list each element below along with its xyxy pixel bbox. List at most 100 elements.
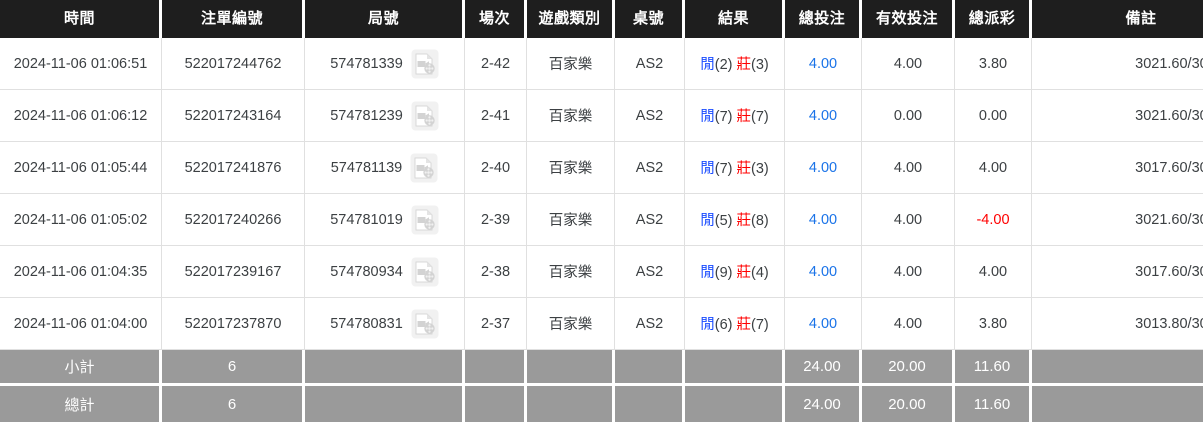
summary-round — [305, 350, 465, 386]
payout-amount: -4.00 — [976, 211, 1010, 228]
cell-time: 2024-11-06 01:04:00 — [0, 298, 162, 350]
result-player-label: 閒 — [700, 57, 715, 73]
column-header-shoe[interactable]: 場次 — [465, 0, 527, 38]
cell-note: 3021.60/3025.40 — [1032, 38, 1203, 90]
cell-total-bet: 4.00 — [785, 38, 862, 90]
cell-round: 574781019 — [305, 194, 465, 246]
cell-result: 閒(5) 莊(8) — [685, 194, 785, 246]
total-bet-amount[interactable]: 4.00 — [808, 159, 838, 176]
column-header-time[interactable]: 時間 — [0, 0, 162, 38]
result-banker-value: (3) — [751, 161, 769, 177]
cell-table-no: AS2 — [615, 90, 685, 142]
cell-shoe: 2-42 — [465, 38, 527, 90]
column-header-total[interactable]: 總投注 — [785, 0, 862, 38]
round-number: 574781019 — [330, 211, 403, 228]
payout-amount: 4.00 — [978, 263, 1008, 280]
column-header-valid[interactable]: 有效投注 — [862, 0, 955, 38]
cell-payout: -4.00 — [955, 194, 1032, 246]
cell-note: 3021.60/3017.60 — [1032, 194, 1203, 246]
summary-game — [527, 386, 615, 422]
cell-result: 閒(7) 莊(3) — [685, 142, 785, 194]
cell-time: 2024-11-06 01:05:44 — [0, 142, 162, 194]
column-header-payout[interactable]: 總派彩 — [955, 0, 1032, 38]
video-icon[interactable] — [411, 101, 439, 131]
cell-shoe: 2-39 — [465, 194, 527, 246]
summary-total: 24.00 — [785, 386, 862, 422]
result-player-label: 閒 — [700, 317, 715, 333]
column-header-result[interactable]: 結果 — [685, 0, 785, 38]
total-bet-amount[interactable]: 4.00 — [808, 315, 838, 332]
result-banker-label: 莊 — [736, 317, 752, 333]
video-icon[interactable] — [410, 153, 438, 183]
video-icon[interactable] — [411, 205, 439, 235]
cell-time: 2024-11-06 01:06:51 — [0, 38, 162, 90]
summary-table — [615, 386, 685, 422]
result-player-value: (6) — [714, 317, 733, 333]
summary-table — [615, 350, 685, 386]
cell-result: 閒(9) 莊(4) — [685, 246, 785, 298]
summary-row: 總計 6 24.00 20.00 11.60 — [0, 386, 1203, 422]
result-player-label: 閒 — [700, 213, 715, 229]
result-player-value: (7) — [714, 161, 733, 177]
result-banker-value: (7) — [751, 317, 769, 333]
total-bet-amount[interactable]: 4.00 — [808, 55, 838, 72]
column-header-note[interactable]: 備註 — [1032, 0, 1203, 38]
cell-table-no: AS2 — [615, 142, 685, 194]
round-number: 574781339 — [330, 55, 403, 72]
video-icon[interactable] — [411, 309, 439, 339]
video-icon[interactable] — [411, 257, 439, 287]
cell-round: 574780934 — [305, 246, 465, 298]
cell-payout: 3.80 — [955, 38, 1032, 90]
total-bet-amount[interactable]: 4.00 — [808, 107, 838, 124]
cell-valid-bet: 4.00 — [862, 38, 955, 90]
summary-shoe — [465, 386, 527, 422]
cell-valid-bet: 4.00 — [862, 194, 955, 246]
header-row: 時間 注單編號 局號 場次 遊戲類別 桌號 結果 總投注 有效投注 總派彩 備註 — [0, 0, 1203, 38]
cell-total-bet: 4.00 — [785, 194, 862, 246]
result-player-label: 閒 — [700, 161, 715, 177]
cell-table-no: AS2 — [615, 194, 685, 246]
cell-total-bet: 4.00 — [785, 142, 862, 194]
result-player-value: (2) — [714, 57, 733, 73]
column-header-round[interactable]: 局號 — [305, 0, 465, 38]
column-header-game[interactable]: 遊戲類別 — [527, 0, 615, 38]
column-header-table[interactable]: 桌號 — [615, 0, 685, 38]
summary-count: 6 — [162, 386, 305, 422]
result-banker-value: (4) — [751, 265, 769, 281]
cell-bet-no: 522017240266 — [162, 194, 305, 246]
summary-total: 24.00 — [785, 350, 862, 386]
payout-amount: 4.00 — [978, 159, 1008, 176]
summary-payout: 11.60 — [955, 350, 1032, 386]
cell-round: 574781339 — [305, 38, 465, 90]
video-icon[interactable] — [411, 49, 439, 79]
cell-time: 2024-11-06 01:05:02 — [0, 194, 162, 246]
table-body: 2024-11-06 01:06:51 522017244762 5747813… — [0, 38, 1203, 422]
result-player-value: (9) — [714, 265, 733, 281]
cell-round: 574781239 — [305, 90, 465, 142]
cell-total-bet: 4.00 — [785, 90, 862, 142]
round-number: 574781139 — [330, 159, 403, 176]
summary-payout: 11.60 — [955, 386, 1032, 422]
cell-shoe: 2-38 — [465, 246, 527, 298]
round-number: 574780934 — [330, 263, 403, 280]
summary-result — [685, 386, 785, 422]
cell-payout: 3.80 — [955, 298, 1032, 350]
total-bet-amount[interactable]: 4.00 — [808, 211, 838, 228]
payout-amount: 3.80 — [978, 55, 1008, 72]
summary-round — [305, 386, 465, 422]
column-header-bet-no[interactable]: 注單編號 — [162, 0, 305, 38]
cell-game-type: 百家樂 — [527, 142, 615, 194]
result-banker-label: 莊 — [736, 161, 752, 177]
result-player-value: (5) — [714, 213, 733, 229]
cell-game-type: 百家樂 — [527, 194, 615, 246]
result-banker-label: 莊 — [736, 109, 752, 125]
cell-valid-bet: 4.00 — [862, 246, 955, 298]
total-bet-amount[interactable]: 4.00 — [808, 263, 838, 280]
table-row: 2024-11-06 01:06:51 522017244762 5747813… — [0, 38, 1203, 90]
cell-round: 574781139 — [305, 142, 465, 194]
table-row: 2024-11-06 01:04:00 522017237870 5747808… — [0, 298, 1203, 350]
summary-label: 總計 — [0, 386, 162, 422]
summary-shoe — [465, 350, 527, 386]
